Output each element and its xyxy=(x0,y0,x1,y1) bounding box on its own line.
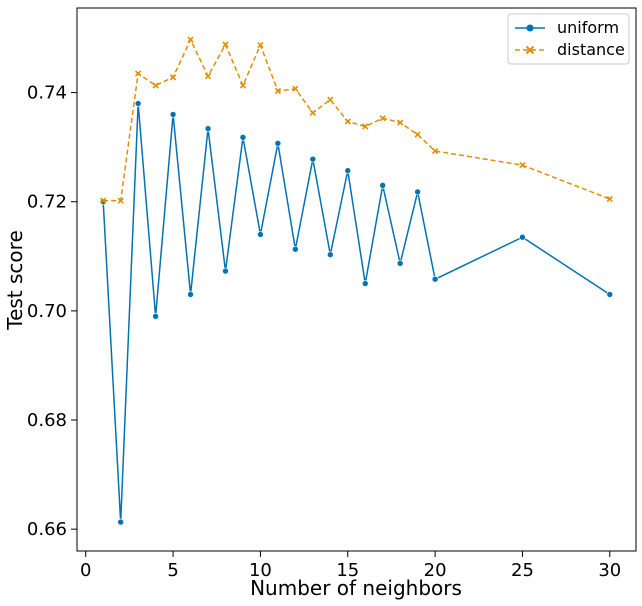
data-point-distance xyxy=(309,109,316,116)
data-point-distance xyxy=(134,70,142,77)
data-point-uniform xyxy=(292,245,299,253)
x-tick-label: 25 xyxy=(511,560,534,581)
data-point-uniform xyxy=(379,182,387,189)
legend-box xyxy=(507,13,630,65)
y-tick-label: 0.74 xyxy=(27,83,67,104)
data-point-distance xyxy=(117,197,124,204)
data-point-distance xyxy=(397,119,404,126)
series-uniform xyxy=(99,100,614,526)
legend-distance-label: distance xyxy=(557,40,625,59)
data-point-uniform xyxy=(117,518,124,526)
data-point-distance xyxy=(414,131,421,138)
data-point-uniform xyxy=(257,231,264,238)
data-point-uniform xyxy=(344,167,352,174)
data-point-uniform xyxy=(431,275,439,283)
data-point-distance xyxy=(292,85,299,92)
legend-uniform-label: uniform xyxy=(557,18,619,37)
x-tick-label: 0 xyxy=(80,560,91,581)
data-point-distance xyxy=(169,74,177,81)
data-point-uniform xyxy=(187,291,194,298)
data-point-uniform xyxy=(396,260,404,267)
x-tick-label: 5 xyxy=(167,560,178,581)
x-tick-label: 30 xyxy=(598,560,621,581)
series-layer xyxy=(99,36,614,526)
data-point-uniform xyxy=(169,111,177,118)
data-point-distance xyxy=(344,118,351,125)
plot-frame xyxy=(76,7,637,552)
y-axis: 0.66 0.68 0.70 0.72 0.74 xyxy=(27,83,77,540)
y-tick-label: 0.68 xyxy=(27,410,67,431)
data-point-uniform xyxy=(134,100,142,107)
x-tick-label: 10 xyxy=(249,560,272,581)
data-point-distance xyxy=(100,197,107,204)
x-axis: 0 5 10 15 20 25 30 xyxy=(80,551,621,581)
data-point-distance xyxy=(222,41,229,48)
series-distance xyxy=(100,36,613,204)
data-point-distance xyxy=(187,36,194,43)
data-point-uniform xyxy=(414,188,421,196)
x-tick-label: 20 xyxy=(424,560,447,581)
y-tick-label: 0.70 xyxy=(27,301,67,322)
y-tick-label: 0.72 xyxy=(27,192,67,213)
data-point-distance xyxy=(327,96,334,103)
data-point-distance xyxy=(274,87,282,95)
data-point-distance xyxy=(152,82,159,89)
series-line-distance xyxy=(103,37,611,202)
x-axis-label: Number of neighbors xyxy=(250,576,462,600)
data-point-distance xyxy=(379,115,386,122)
data-point-distance xyxy=(239,82,247,89)
data-point-uniform xyxy=(309,155,317,163)
data-point-distance xyxy=(257,41,264,49)
y-axis-label: Test score xyxy=(3,230,27,330)
series-line-uniform xyxy=(102,103,611,523)
data-point-uniform xyxy=(274,140,282,147)
data-point-uniform xyxy=(606,291,614,298)
data-point-distance xyxy=(431,147,439,155)
data-point-distance xyxy=(519,162,526,169)
data-point-distance xyxy=(606,195,613,203)
legend-uniform-marker xyxy=(526,24,534,32)
data-point-uniform xyxy=(326,251,334,258)
x-tick-label: 15 xyxy=(336,560,359,581)
data-point-distance xyxy=(204,73,212,80)
data-point-uniform xyxy=(361,280,369,287)
y-tick-label: 0.66 xyxy=(27,519,67,540)
data-point-uniform xyxy=(222,267,229,275)
data-point-uniform xyxy=(239,134,247,141)
data-point-uniform xyxy=(204,125,212,132)
data-point-uniform xyxy=(152,313,159,320)
data-point-uniform xyxy=(519,233,526,241)
legend-distance-marker xyxy=(525,45,535,55)
legend: uniform distance xyxy=(507,13,630,65)
data-point-distance xyxy=(362,123,369,130)
